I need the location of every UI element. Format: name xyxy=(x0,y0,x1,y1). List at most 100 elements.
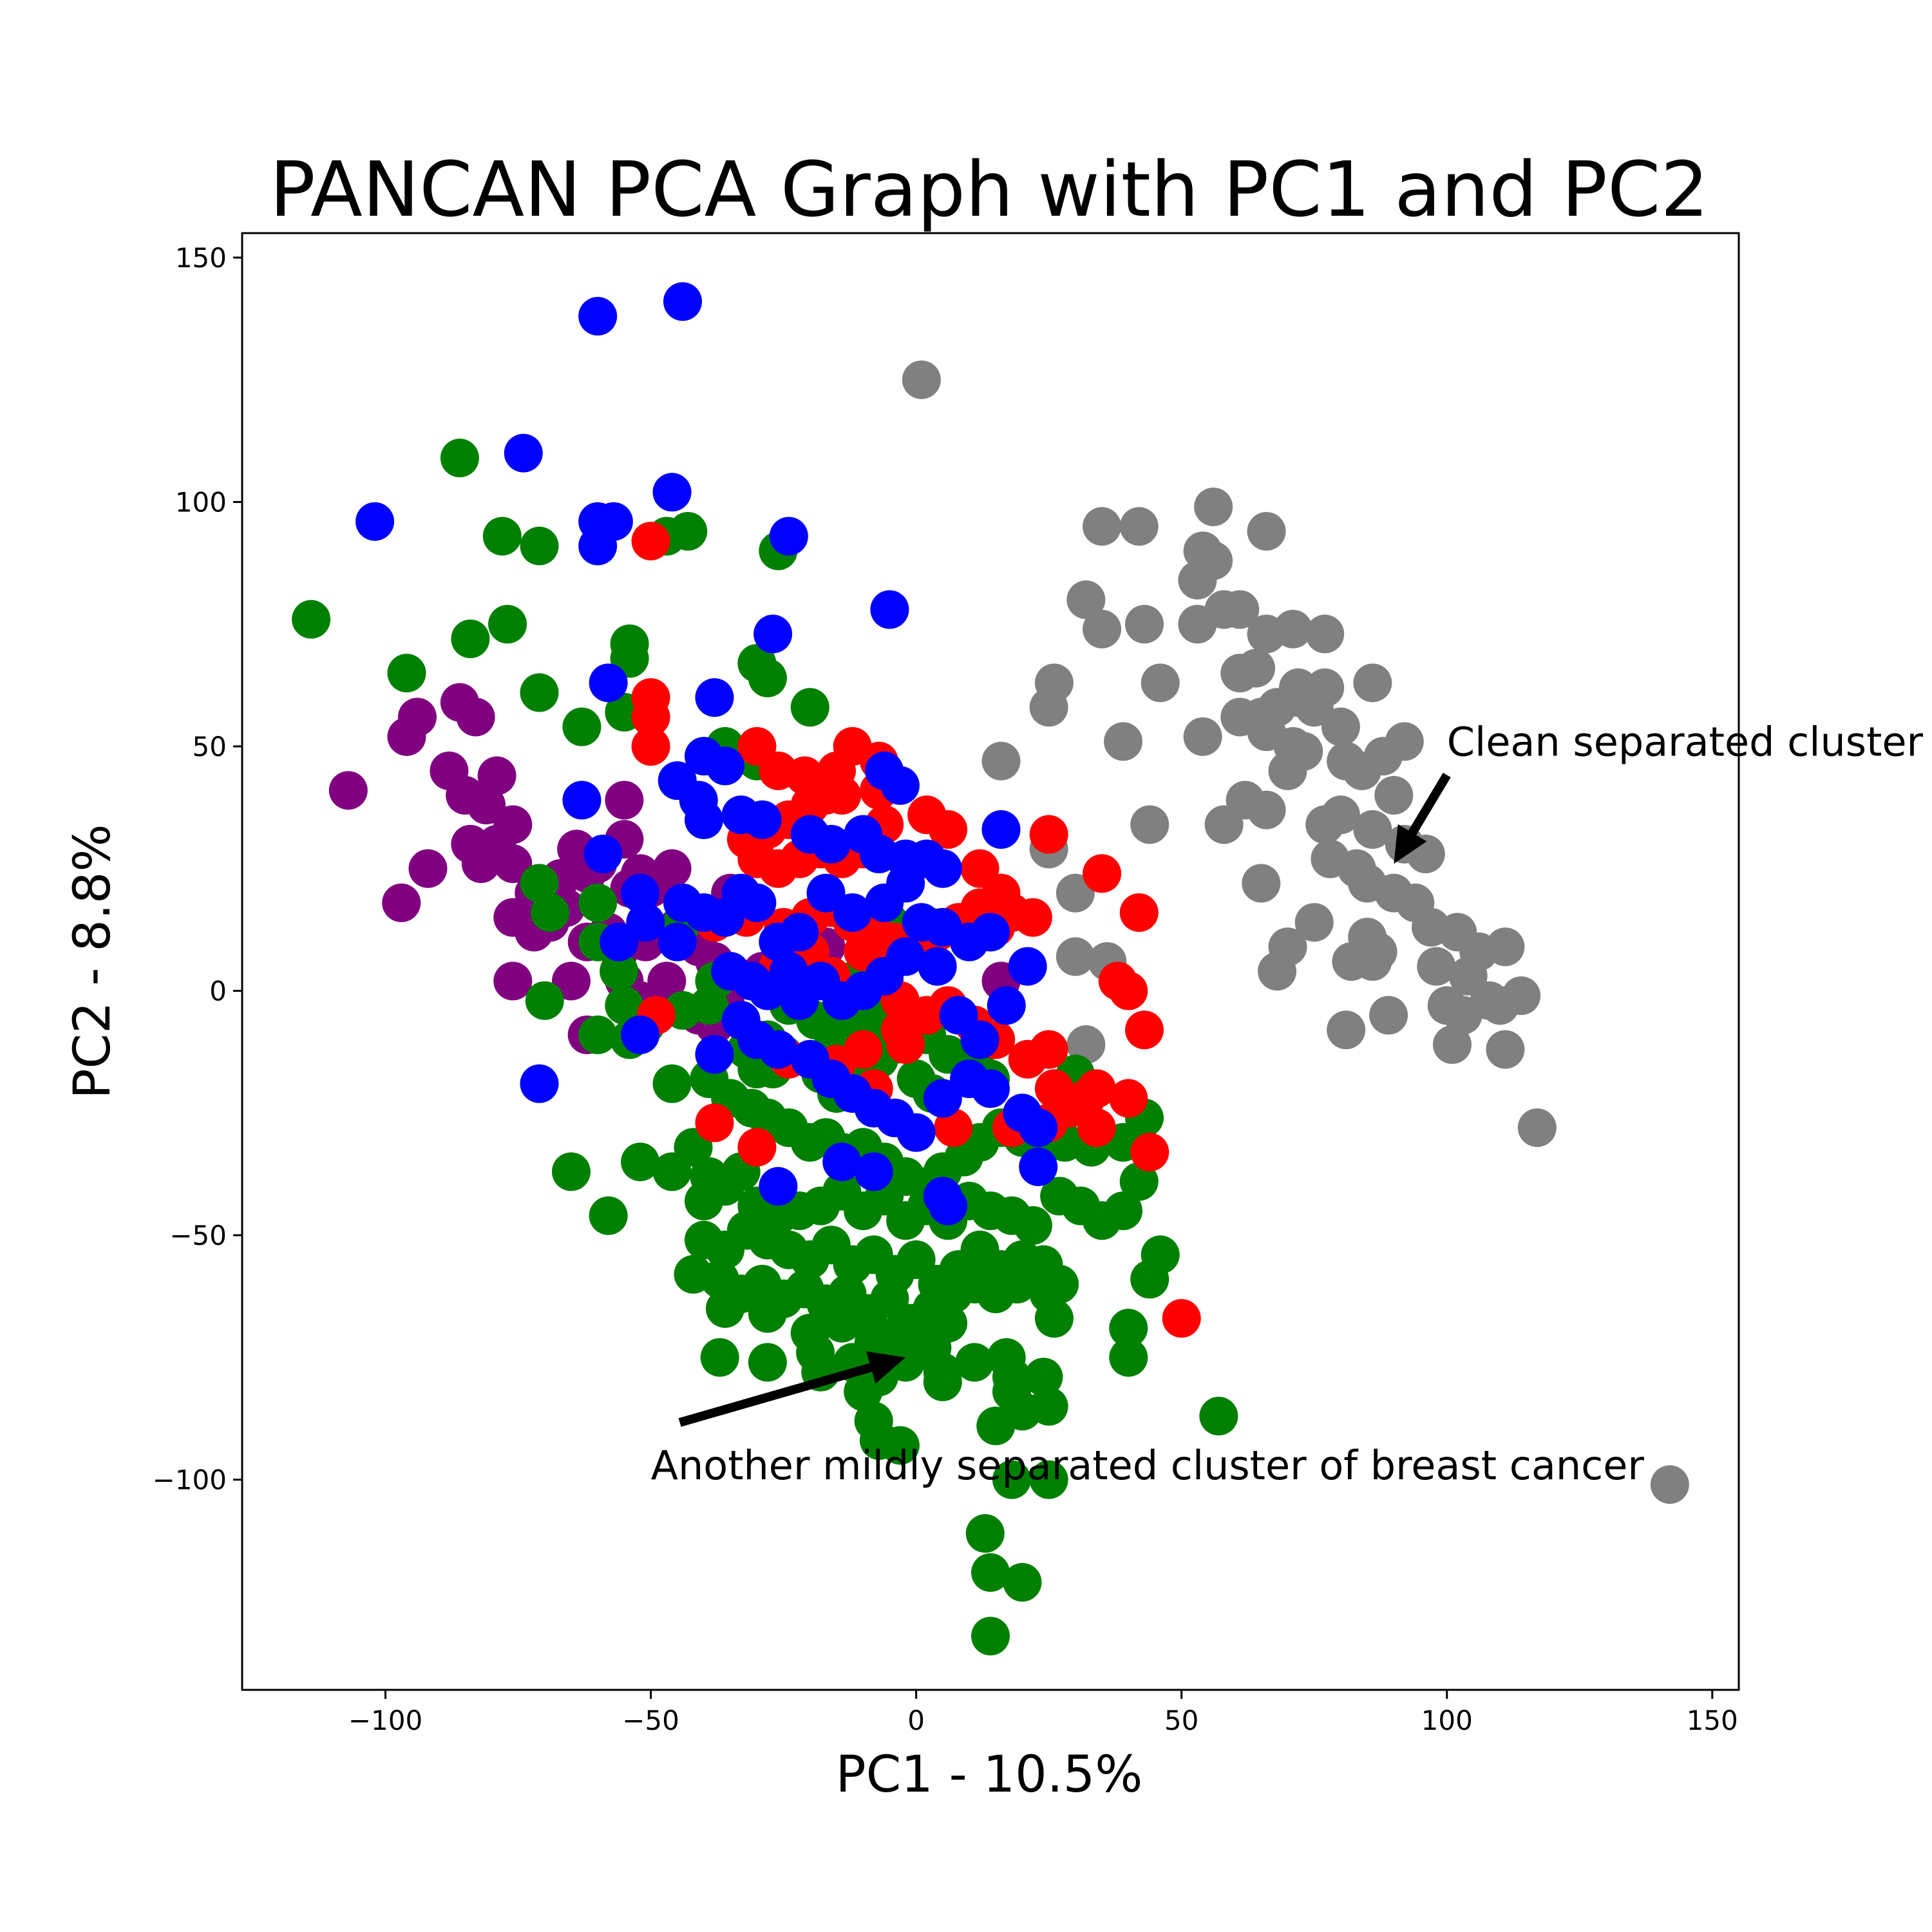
data-point xyxy=(504,433,543,473)
data-point xyxy=(1650,1465,1689,1504)
data-point xyxy=(737,1128,777,1167)
data-point xyxy=(880,1313,920,1352)
data-point xyxy=(387,717,426,756)
annotation-arrow-shaft xyxy=(1408,772,1451,835)
data-point xyxy=(1321,707,1360,746)
data-point xyxy=(929,1186,968,1226)
data-point xyxy=(467,786,506,825)
data-point xyxy=(1119,507,1159,546)
data-point xyxy=(652,473,692,512)
data-point xyxy=(1066,1079,1106,1118)
data-point xyxy=(886,937,925,976)
data-point xyxy=(1178,560,1217,600)
data-point xyxy=(886,864,925,903)
data-point xyxy=(626,903,665,942)
data-point xyxy=(1008,947,1047,986)
data-point xyxy=(408,849,448,888)
data-point xyxy=(1305,614,1345,654)
data-point xyxy=(880,1426,920,1465)
data-point xyxy=(759,1167,798,1206)
data-point xyxy=(690,986,729,1025)
data-point xyxy=(981,741,1021,781)
data-point xyxy=(1486,1030,1525,1069)
data-point xyxy=(1162,1299,1201,1338)
data-point xyxy=(1124,605,1164,644)
data-point xyxy=(902,360,941,399)
data-point xyxy=(1083,507,1122,546)
data-point xyxy=(456,697,495,737)
data-point xyxy=(854,1152,893,1191)
data-point xyxy=(886,1025,925,1065)
x-tick-label: 50 xyxy=(1164,1705,1198,1736)
data-point xyxy=(833,893,872,933)
data-point xyxy=(578,1015,618,1054)
x-axis-label: PC1 - 10.5% xyxy=(836,1746,1143,1804)
chart-title: PANCAN PCA Graph with PC1 and PC2 xyxy=(270,145,1709,234)
data-point xyxy=(1109,1079,1148,1118)
data-point xyxy=(705,1289,744,1328)
data-point xyxy=(600,952,639,991)
data-point xyxy=(955,1343,994,1382)
data-point xyxy=(387,654,426,693)
data-point xyxy=(976,1406,1016,1446)
data-point xyxy=(477,756,516,795)
x-tick-label: 0 xyxy=(907,1705,925,1736)
annotation-arrow-head xyxy=(1394,824,1427,864)
data-point xyxy=(658,922,697,961)
data-point xyxy=(578,297,618,336)
data-point xyxy=(440,439,479,478)
data-point xyxy=(1029,815,1068,854)
data-point xyxy=(631,727,670,766)
data-point xyxy=(1353,810,1392,849)
data-point xyxy=(1130,1133,1170,1172)
data-point xyxy=(870,590,909,629)
data-point xyxy=(1077,1108,1116,1148)
data-point xyxy=(960,1020,999,1059)
data-point xyxy=(583,835,623,874)
data-point xyxy=(1029,688,1068,727)
data-point xyxy=(1141,663,1180,703)
data-point xyxy=(292,600,331,639)
data-point xyxy=(1486,927,1525,967)
data-point xyxy=(451,620,490,659)
y-tick-label: 50 xyxy=(193,731,227,762)
data-point xyxy=(1369,996,1408,1035)
data-point xyxy=(589,1196,628,1235)
data-point xyxy=(1029,1030,1068,1069)
data-point xyxy=(684,800,723,839)
data-point xyxy=(1130,1260,1170,1299)
data-point xyxy=(1029,1460,1068,1499)
data-point xyxy=(1363,737,1403,776)
data-point xyxy=(1220,590,1260,629)
data-point xyxy=(748,1294,787,1333)
data-point xyxy=(1019,1108,1058,1148)
data-point xyxy=(562,781,601,820)
y-axis-label: PC2 - 8.8% xyxy=(64,824,122,1099)
data-point xyxy=(1056,937,1095,976)
data-point xyxy=(621,1015,660,1054)
x-tick-label: −50 xyxy=(622,1705,679,1736)
data-point xyxy=(981,810,1021,849)
data-point xyxy=(605,781,644,820)
data-point xyxy=(1024,1358,1063,1397)
data-point xyxy=(844,1030,883,1069)
data-point xyxy=(488,605,527,644)
y-tick-label: 100 xyxy=(175,486,227,518)
data-point xyxy=(971,913,1010,952)
data-point xyxy=(1083,854,1122,893)
data-point xyxy=(1194,488,1233,527)
y-tick-label: 150 xyxy=(175,242,227,274)
data-point xyxy=(1109,1338,1148,1377)
data-point xyxy=(1066,580,1106,620)
y-tick-label: −50 xyxy=(169,1220,227,1251)
data-point xyxy=(461,844,500,884)
data-point xyxy=(1327,1010,1366,1050)
data-point xyxy=(1236,649,1276,688)
data-point xyxy=(737,883,777,922)
x-tick-label: 100 xyxy=(1421,1705,1473,1736)
data-point xyxy=(525,981,564,1020)
annotation-arrow-shaft xyxy=(678,1363,873,1427)
data-point xyxy=(748,658,787,697)
data-point xyxy=(1066,1025,1106,1065)
data-point xyxy=(621,1142,660,1182)
